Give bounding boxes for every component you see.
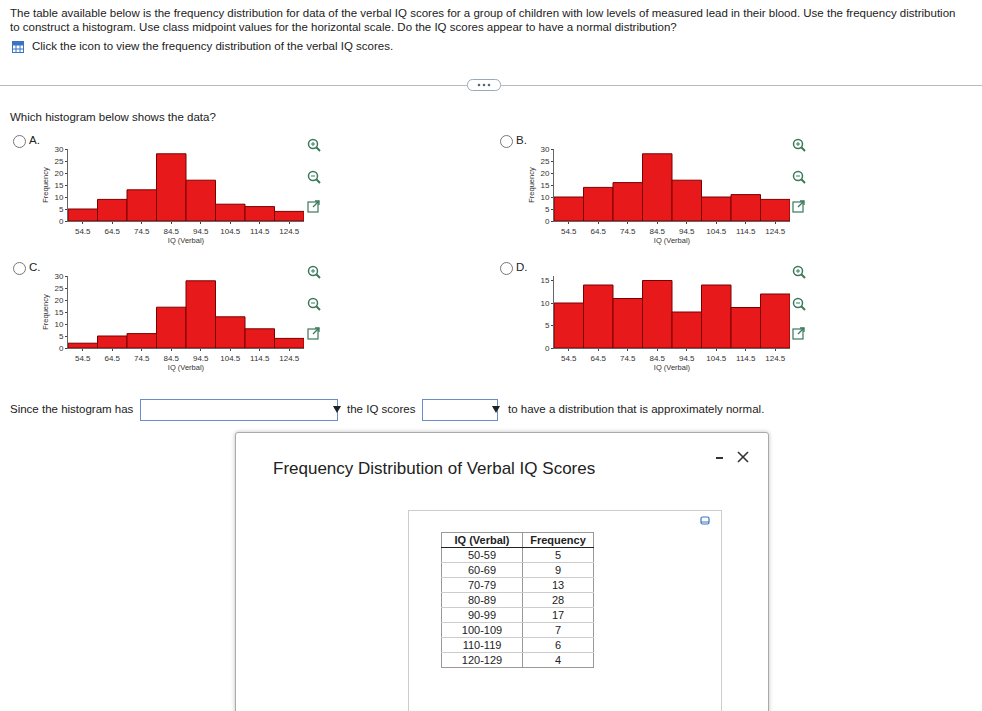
svg-text:104.5: 104.5 xyxy=(220,227,241,236)
svg-text:114.5: 114.5 xyxy=(250,354,270,363)
svg-text:124.5: 124.5 xyxy=(279,354,300,363)
svg-text:25: 25 xyxy=(54,157,63,166)
svg-text:Frequency: Frequency xyxy=(41,294,50,330)
svg-text:25: 25 xyxy=(54,284,63,293)
svg-text:124.5: 124.5 xyxy=(765,227,786,236)
svg-text:5: 5 xyxy=(59,205,64,214)
svg-text:10: 10 xyxy=(54,193,63,202)
html-text:7: 7 xyxy=(554,624,562,636)
html-text:Frequency Distribution of Verb: Frequency Distribution of Verbal IQ Scor… xyxy=(273,459,596,478)
html-text:Click the icon to view the fre: Click the icon to view the frequency dis… xyxy=(32,40,394,52)
svg-text:5: 5 xyxy=(59,332,64,341)
html-text:100-109: 100-109 xyxy=(461,624,503,636)
html-text:IQ (Verbal): IQ (Verbal) xyxy=(454,534,510,546)
svg-text:94.5: 94.5 xyxy=(679,354,695,363)
svg-text:94.5: 94.5 xyxy=(679,227,695,236)
svg-text:IQ (Verbal): IQ (Verbal) xyxy=(168,363,205,372)
html-text:60-69: 60-69 xyxy=(467,564,497,576)
svg-text:Frequency: Frequency xyxy=(527,167,536,203)
html-text:13: 13 xyxy=(551,579,565,591)
html-text:70-79: 70-79 xyxy=(467,579,497,591)
html-text:Which histogram below shows th: Which histogram below shows the data? xyxy=(10,111,216,123)
svg-text:IQ (Verbal): IQ (Verbal) xyxy=(168,236,205,245)
svg-text:5: 5 xyxy=(545,321,550,330)
svg-text:10: 10 xyxy=(54,320,63,329)
svg-text:15: 15 xyxy=(540,181,549,190)
html-text:120-129: 120-129 xyxy=(461,654,503,666)
html-text:to construct a histogram. Use: to construct a histogram. Use class midp… xyxy=(10,21,677,33)
html-text:to have a distribution that is: to have a distribution that is approxima… xyxy=(508,403,765,415)
html-text:5: 5 xyxy=(554,549,562,561)
svg-text:54.5: 54.5 xyxy=(75,227,91,236)
html-text:the IQ scores: the IQ scores xyxy=(347,403,416,415)
svg-text:15: 15 xyxy=(540,276,549,285)
svg-text:64.5: 64.5 xyxy=(104,227,120,236)
svg-text:124.5: 124.5 xyxy=(279,227,300,236)
svg-text:74.5: 74.5 xyxy=(620,354,636,363)
svg-text:64.5: 64.5 xyxy=(104,354,120,363)
svg-text:104.5: 104.5 xyxy=(220,354,241,363)
svg-text:114.5: 114.5 xyxy=(250,227,270,236)
svg-text:54.5: 54.5 xyxy=(75,354,91,363)
svg-text:10: 10 xyxy=(540,299,549,308)
svg-text:15: 15 xyxy=(54,308,63,317)
html-text:Since the histogram has: Since the histogram has xyxy=(10,403,134,415)
html-text:B.: B. xyxy=(516,134,527,146)
svg-text:64.5: 64.5 xyxy=(590,227,606,236)
svg-text:84.5: 84.5 xyxy=(649,227,665,236)
svg-text:20: 20 xyxy=(54,296,63,305)
svg-text:0: 0 xyxy=(545,344,550,353)
html-text:17: 17 xyxy=(551,609,565,621)
html-text:A.: A. xyxy=(29,134,40,146)
svg-text:114.5: 114.5 xyxy=(736,354,756,363)
svg-text:74.5: 74.5 xyxy=(134,354,150,363)
svg-text:84.5: 84.5 xyxy=(649,354,665,363)
svg-text:74.5: 74.5 xyxy=(134,227,150,236)
svg-text:20: 20 xyxy=(540,169,549,178)
svg-text:94.5: 94.5 xyxy=(193,354,209,363)
html-text:Frequency: Frequency xyxy=(530,534,586,546)
html-text:110-119: 110-119 xyxy=(462,639,502,651)
svg-text:114.5: 114.5 xyxy=(736,227,756,236)
html-text:C.: C. xyxy=(29,261,41,273)
html-text:D.: D. xyxy=(516,261,528,273)
svg-text:15: 15 xyxy=(54,181,63,190)
svg-text:124.5: 124.5 xyxy=(765,354,786,363)
svg-text:30: 30 xyxy=(54,145,63,154)
svg-text:5: 5 xyxy=(545,205,550,214)
html-text:28: 28 xyxy=(551,594,565,606)
html-text:90-99: 90-99 xyxy=(467,609,497,621)
svg-text:0: 0 xyxy=(59,217,64,226)
svg-text:104.5: 104.5 xyxy=(706,354,727,363)
svg-text:104.5: 104.5 xyxy=(706,227,727,236)
html-text:80-89: 80-89 xyxy=(467,594,497,606)
svg-text:84.5: 84.5 xyxy=(163,227,179,236)
svg-text:64.5: 64.5 xyxy=(590,354,606,363)
svg-text:IQ (Verbal): IQ (Verbal) xyxy=(654,236,691,245)
svg-text:54.5: 54.5 xyxy=(561,354,577,363)
svg-text:0: 0 xyxy=(59,344,64,353)
svg-text:30: 30 xyxy=(54,272,63,281)
svg-text:54.5: 54.5 xyxy=(561,227,577,236)
svg-text:94.5: 94.5 xyxy=(193,227,209,236)
svg-text:84.5: 84.5 xyxy=(163,354,179,363)
svg-text:Frequency: Frequency xyxy=(41,167,50,203)
svg-text:74.5: 74.5 xyxy=(620,227,636,236)
svg-text:20: 20 xyxy=(54,169,63,178)
html-text:4: 4 xyxy=(554,654,562,666)
svg-text:30: 30 xyxy=(540,145,549,154)
html-text:6: 6 xyxy=(554,639,562,651)
html-text:50-59: 50-59 xyxy=(467,549,497,561)
svg-text:IQ (Verbal): IQ (Verbal) xyxy=(654,363,691,372)
svg-text:25: 25 xyxy=(540,157,549,166)
html-text:The table available below is t: The table available below is the frequen… xyxy=(10,7,956,19)
svg-text:0: 0 xyxy=(545,217,550,226)
svg-text:10: 10 xyxy=(540,193,549,202)
html-text:9: 9 xyxy=(554,564,562,576)
